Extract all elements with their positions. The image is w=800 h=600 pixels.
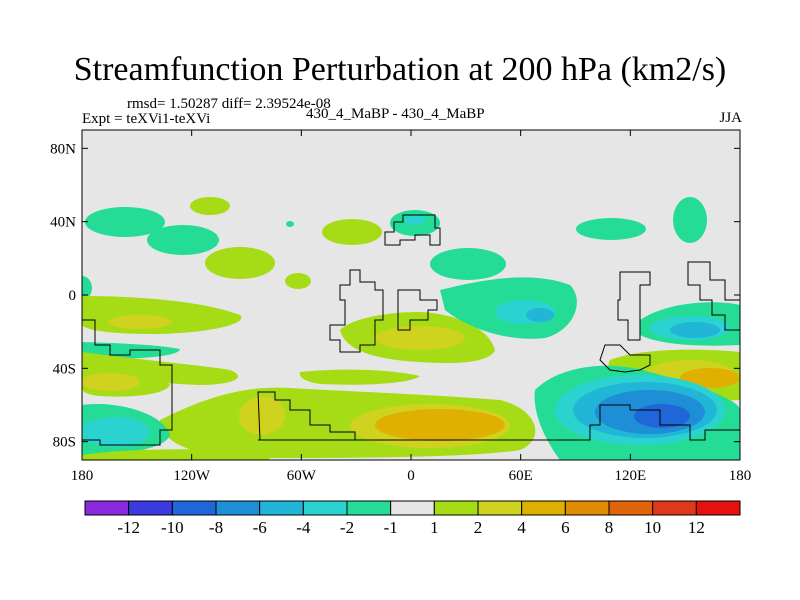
colorbar-label: -10 bbox=[161, 518, 184, 537]
coastline-africa-west bbox=[329, 269, 384, 353]
colorbar-swatch bbox=[695, 500, 741, 516]
x-axis: 180 120W 60W 0 60E 120E 180 bbox=[71, 130, 752, 484]
colorbar-label: 8 bbox=[605, 518, 614, 537]
x-tick-label: 0 bbox=[407, 468, 415, 484]
x-tick-label: 180 bbox=[729, 468, 752, 484]
nh-positive-blob bbox=[322, 219, 382, 245]
colorbar-swatch bbox=[259, 500, 304, 516]
indian-negative-core bbox=[526, 308, 554, 322]
x-tick-label: 120W bbox=[173, 468, 211, 484]
colorbar-label: -6 bbox=[253, 518, 267, 537]
colorbar-swatch bbox=[84, 500, 130, 516]
nh-negative-blob bbox=[147, 225, 219, 255]
nh-negative-blob bbox=[286, 221, 294, 227]
nh-negative-blob bbox=[85, 207, 165, 237]
colorbar-label: -2 bbox=[340, 518, 354, 537]
west-pacific-positive-core bbox=[680, 368, 740, 388]
antarctic-positive-6 bbox=[375, 409, 505, 441]
x-tick-label: 60W bbox=[287, 468, 317, 484]
colorbar-swatch bbox=[346, 500, 392, 516]
nh-positive-blob bbox=[205, 247, 275, 279]
y-tick-label: 0 bbox=[69, 288, 77, 304]
colorbar-label: 4 bbox=[517, 518, 526, 537]
y-axis: 80N 40N 0 40S 80S bbox=[50, 141, 740, 451]
colorbar-label: 2 bbox=[474, 518, 483, 537]
colorbar: -12 -10 -8 -6 -4 -2 -1 1 2 4 6 8 10 12 bbox=[84, 500, 741, 537]
x-tick-label: 120E bbox=[614, 468, 646, 484]
coastline-antarctica-east bbox=[555, 404, 740, 441]
colorbar-label: -12 bbox=[117, 518, 140, 537]
y-tick-label: 40S bbox=[53, 361, 76, 377]
coastline-maritime bbox=[617, 271, 651, 341]
nh-negative-blob bbox=[82, 276, 92, 300]
south-indian-negative-8 bbox=[634, 404, 690, 428]
nh-negative-blob bbox=[673, 197, 707, 243]
nh-negative-core bbox=[405, 215, 425, 225]
colorbar-swatch bbox=[652, 500, 697, 516]
coastline-australia bbox=[599, 344, 651, 373]
colorbar-swatch bbox=[302, 500, 348, 516]
colorbar-label: -8 bbox=[209, 518, 223, 537]
africa-positive-core bbox=[375, 326, 465, 350]
colorbar-label: 1 bbox=[430, 518, 439, 537]
colorbar-swatch bbox=[564, 500, 610, 516]
colorbar-swatch bbox=[390, 500, 435, 516]
colorbar-swatch bbox=[521, 500, 566, 516]
colorbar-swatch bbox=[128, 500, 173, 516]
nh-positive-blob bbox=[285, 273, 311, 289]
colorbar-label: 6 bbox=[561, 518, 570, 537]
y-tick-label: 80N bbox=[50, 141, 76, 157]
sh-pacific-positive-core bbox=[82, 373, 140, 391]
nh-negative-blob bbox=[576, 218, 646, 240]
antarctic-edge-positive bbox=[82, 449, 271, 460]
antarctic-positive-west bbox=[239, 396, 285, 435]
coastline-africa-east bbox=[397, 289, 438, 331]
coastlines bbox=[82, 214, 740, 446]
colorbar-label: 12 bbox=[688, 518, 705, 537]
colorbar-swatch bbox=[215, 500, 261, 516]
y-tick-label: 40N bbox=[50, 215, 76, 231]
colorbar-label: 10 bbox=[644, 518, 661, 537]
y-tick-label: 80S bbox=[53, 435, 76, 451]
rmsd-label: rmsd= 1.50287 diff= 2.39524e-08 bbox=[127, 96, 331, 112]
coastline-south-america bbox=[82, 319, 173, 446]
colorbar-label: -4 bbox=[296, 518, 311, 537]
coastline-europe bbox=[384, 214, 441, 246]
season-label: JJA bbox=[719, 110, 742, 126]
colorbar-label: -1 bbox=[384, 518, 398, 537]
colorbar-swatch bbox=[171, 500, 217, 516]
chart-title: Streamfunction Perturbation at 200 hPa (… bbox=[73, 51, 727, 88]
coastline-pacific-islands bbox=[687, 261, 740, 331]
colorbar-swatch bbox=[608, 500, 654, 516]
experiment-label: Expt = teXVi1-teXVi bbox=[82, 111, 211, 127]
south-pacific-negative-core bbox=[82, 417, 150, 447]
nh-negative-blob bbox=[430, 248, 506, 280]
case-label: 430_4_MaBP - 430_4_MaBP bbox=[306, 106, 485, 122]
nh-positive-blob bbox=[190, 197, 230, 215]
colorbar-swatch bbox=[477, 500, 523, 516]
x-tick-label: 60E bbox=[509, 468, 533, 484]
colorbar-swatch bbox=[433, 500, 479, 516]
west-pacific-negative-core bbox=[670, 322, 720, 338]
tropical-positive-core bbox=[108, 315, 172, 329]
south-atlantic-positive bbox=[299, 369, 420, 385]
x-tick-label: 180 bbox=[71, 468, 94, 484]
